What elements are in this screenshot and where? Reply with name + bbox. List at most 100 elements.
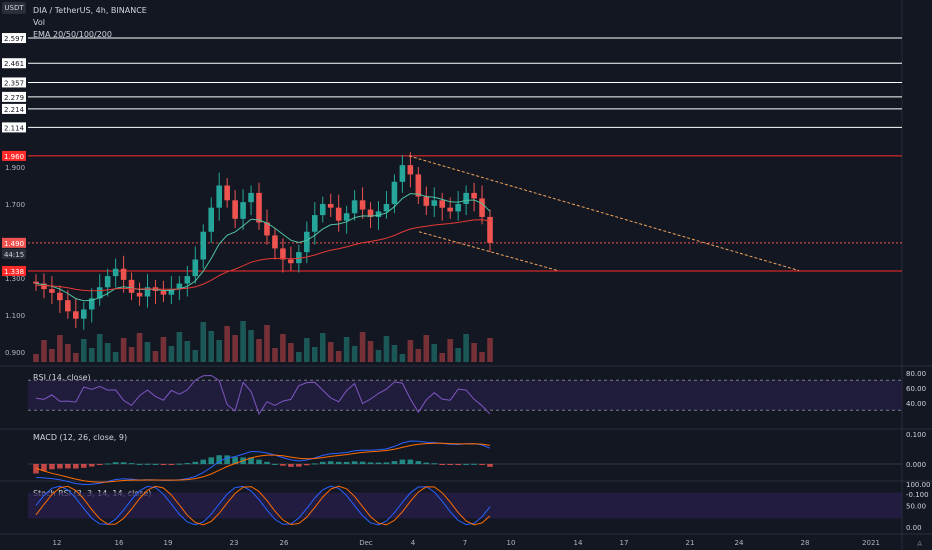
macd-histogram-bar — [327, 461, 334, 464]
macd-histogram-bar — [391, 461, 398, 464]
signal-line — [35, 442, 491, 483]
macd-histogram-bar — [343, 461, 350, 464]
countdown-tag — [2, 248, 26, 259]
level-tag — [2, 150, 26, 161]
x-tick-label: 16 — [115, 539, 124, 547]
candle-body — [208, 207, 215, 232]
ema-slow-line — [35, 219, 491, 292]
macd-histogram-bar — [439, 464, 446, 465]
level-tag — [2, 122, 26, 133]
macd-tick-label: -0.100 — [906, 491, 929, 499]
macd-histogram-bar — [49, 464, 55, 470]
macd-histogram-bar — [120, 462, 127, 464]
macd-histogram-bar — [319, 461, 326, 464]
x-tick-label: 10 — [507, 539, 516, 547]
x-tick-label: 4 — [411, 539, 416, 547]
rsi-tick-label: 40.00 — [906, 400, 926, 408]
auto-scale-button[interactable]: A — [917, 540, 922, 548]
x-tick-label: 24 — [735, 539, 744, 547]
candle-body — [391, 181, 398, 204]
price-tick-label: 1.300 — [5, 275, 25, 283]
macd-histogram-bar — [80, 464, 87, 468]
macd-histogram-bar — [152, 463, 159, 465]
level-tag — [2, 33, 26, 44]
volume-bar — [264, 325, 270, 362]
macd-histogram-bar — [423, 462, 430, 464]
last-price-label: 1.490 — [4, 240, 24, 248]
volume-bar — [33, 354, 39, 362]
macd-histogram-bar — [128, 463, 135, 465]
candle-body — [200, 231, 207, 260]
macd-histogram-bar — [479, 464, 485, 465]
candle-body — [184, 276, 191, 284]
candle-body — [96, 287, 103, 299]
macd-histogram-bar — [65, 464, 71, 469]
candle-body — [192, 259, 199, 277]
candle-body — [375, 211, 382, 217]
candle-body — [88, 298, 95, 310]
volume-bar — [208, 331, 215, 362]
volume-bar — [216, 340, 222, 362]
macd-histogram-bar — [168, 464, 175, 465]
stoch-tick-label: 0.00 — [906, 524, 922, 532]
volume-bar — [311, 347, 318, 362]
candle-body — [120, 268, 127, 280]
candle-body — [311, 215, 318, 232]
ema-legend: EMA 20/50/100/200 — [33, 30, 112, 39]
candle-body — [104, 276, 111, 288]
level-tag — [2, 103, 26, 114]
candle-body — [57, 292, 63, 301]
volume-bar — [399, 354, 406, 362]
volume-bar — [455, 348, 461, 362]
macd-histogram-bar — [351, 461, 358, 464]
candle-body — [272, 235, 278, 249]
candle-body — [232, 200, 238, 219]
volume-bar — [288, 343, 294, 362]
macd-histogram-bar — [136, 463, 143, 465]
stoch-d-line — [35, 485, 491, 526]
x-tick-label: 26 — [280, 539, 289, 547]
volume-bar — [88, 348, 95, 362]
volume-bar — [463, 334, 469, 362]
macd-histogram-bar — [383, 462, 390, 464]
macd-histogram-bar — [184, 463, 191, 465]
volume-bar — [391, 345, 398, 362]
volume-bar — [407, 340, 414, 362]
macd-histogram-bar — [41, 464, 47, 471]
macd-histogram-bar — [359, 461, 366, 464]
macd-histogram-bar — [487, 464, 493, 467]
volume-bar — [319, 333, 326, 362]
macd-histogram-bar — [96, 464, 103, 466]
volume-bar — [471, 343, 477, 362]
volume-bar — [256, 339, 262, 362]
level-tag-label: 2.461 — [4, 60, 24, 68]
stoch-k-line — [35, 485, 491, 526]
volume-bar — [184, 341, 191, 362]
macd-histogram-bar — [463, 463, 469, 465]
macd-histogram-bar — [375, 462, 382, 464]
candle-body — [479, 198, 485, 217]
x-tick-label: 21 — [686, 539, 695, 547]
candle-body — [33, 281, 39, 284]
volume-bar — [375, 350, 382, 362]
candle-body — [288, 259, 294, 264]
volume-bar — [447, 339, 453, 362]
upper-trendline — [408, 155, 800, 272]
volume-legend: Vol — [33, 18, 45, 27]
volume-bar — [136, 333, 143, 362]
macd-histogram-bar — [288, 464, 294, 467]
stoch-band — [28, 492, 902, 519]
price-tick-label: 1.700 — [5, 201, 25, 209]
x-tick-label: 17 — [620, 539, 629, 547]
macd-histogram-bar — [176, 463, 183, 465]
candle-body — [304, 231, 310, 253]
volume-bar — [144, 342, 151, 362]
macd-histogram-bar — [431, 463, 438, 465]
volume-bar — [80, 339, 87, 362]
macd-histogram-bar — [311, 463, 318, 465]
macd-histogram-bar — [160, 464, 167, 465]
currency-badge[interactable]: USDT — [2, 2, 26, 14]
candle-body — [73, 311, 79, 319]
candle-body — [471, 192, 477, 199]
